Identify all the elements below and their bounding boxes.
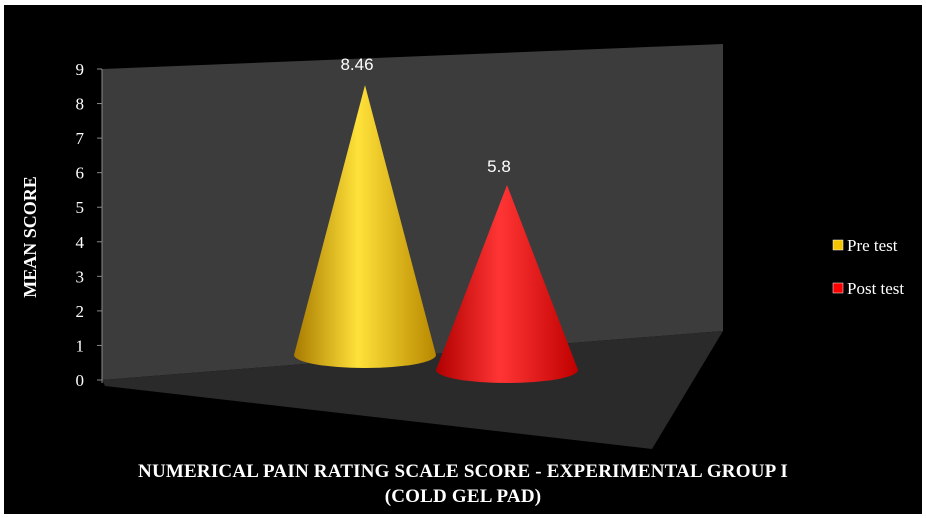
y-tick-label: 5 [76, 198, 85, 217]
y-tick-label: 1 [76, 336, 85, 355]
y-tick-label: 2 [76, 302, 85, 321]
data-labels: 8.46 5.8 [340, 55, 510, 176]
legend: Pre test Post test [832, 236, 904, 298]
cone-pre-test [294, 85, 436, 368]
cone-series [294, 85, 578, 383]
legend-label: Post test [847, 279, 904, 298]
y-tick-label: 8 [76, 95, 85, 114]
y-axis-ticks: 0 1 2 3 4 5 6 7 8 9 [76, 60, 102, 390]
y-tick-label: 3 [76, 267, 85, 286]
back-wall [102, 44, 723, 380]
x-axis-title-line2: (COLD GEL PAD) [384, 486, 542, 507]
legend-swatch [832, 282, 844, 294]
y-tick-label: 7 [76, 129, 85, 148]
y-tick-label: 6 [76, 164, 85, 183]
data-label: 5.8 [487, 157, 511, 176]
legend-label: Pre test [847, 236, 898, 255]
y-tick-label: 0 [76, 371, 85, 390]
x-axis-title-line1: NUMERICAL PAIN RATING SCALE SCORE - EXPE… [138, 461, 788, 482]
cone-post-test [436, 184, 578, 383]
data-label: 8.46 [340, 55, 373, 74]
chart-svg: 0 1 2 3 4 5 6 7 8 9 8.46 5.8 MEAN SCORE Pre test Po… [20, 44, 904, 449]
y-tick-label: 9 [76, 60, 85, 79]
legend-swatch [832, 239, 844, 251]
chart-frame: 0 1 2 3 4 5 6 7 8 9 8.46 5.8 MEAN SCORE Pre test Po… [4, 5, 922, 514]
y-axis-title: MEAN SCORE [20, 176, 40, 298]
y-tick-label: 4 [76, 233, 85, 252]
